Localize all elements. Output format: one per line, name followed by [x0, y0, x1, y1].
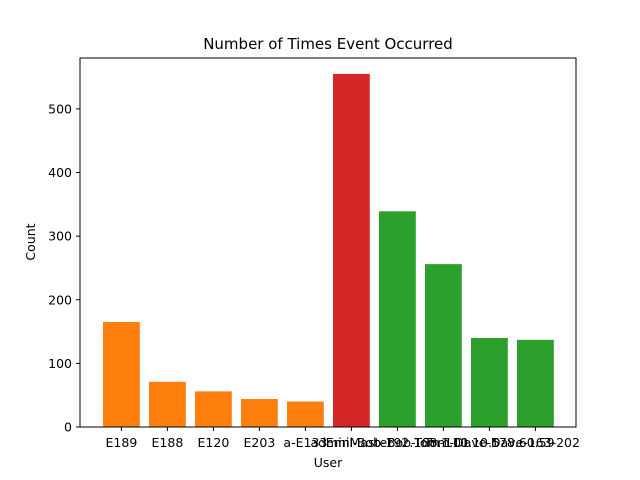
chart-title: Number of Times Event Occurred	[203, 35, 453, 53]
x-tick-label: adminMaster	[310, 435, 393, 450]
bars-group	[103, 73, 554, 427]
plot-frame	[79, 57, 577, 428]
x-tick-label: a-E133	[283, 435, 327, 450]
bar-e133	[287, 401, 324, 427]
bar-e189	[103, 322, 140, 427]
x-tick-label: E188	[152, 435, 184, 450]
bar-adminmaster	[333, 73, 370, 427]
y-tick-label: 200	[48, 292, 72, 307]
bar-dave	[517, 339, 554, 427]
x-tick-label: E189	[106, 435, 138, 450]
y-tick-label: 400	[48, 165, 72, 180]
y-axis: 0 100 200 300 400 500	[48, 101, 80, 435]
bar-tom	[471, 337, 508, 427]
x-tick-label: E203	[244, 435, 276, 450]
bar-bob	[425, 264, 462, 427]
x-tick-label: Bob-Tom-110.10.5	[387, 435, 500, 450]
y-tick-label: 300	[48, 229, 72, 244]
bar-e203	[241, 399, 278, 427]
bar-e188	[149, 381, 186, 427]
x-tick-label: Emil-Bob-192.168.1.01	[326, 435, 469, 450]
x-tick-label: E120	[198, 435, 230, 450]
y-axis-title: Count	[23, 223, 38, 260]
bar-emil	[379, 211, 416, 427]
y-tick-label: 500	[48, 101, 72, 116]
x-axis: E189 E188 E120 E203 a-E133adminMasterEmil-Bo…	[106, 427, 580, 450]
y-tick-label: 0	[64, 420, 72, 435]
bar-e120	[195, 391, 232, 427]
x-axis-title: User	[314, 455, 343, 470]
y-tick-label: 100	[48, 356, 72, 371]
x-tick-label: Tom-Dave-178.60.59	[423, 435, 554, 450]
x-tick-label: Dave-163-202	[491, 435, 580, 450]
